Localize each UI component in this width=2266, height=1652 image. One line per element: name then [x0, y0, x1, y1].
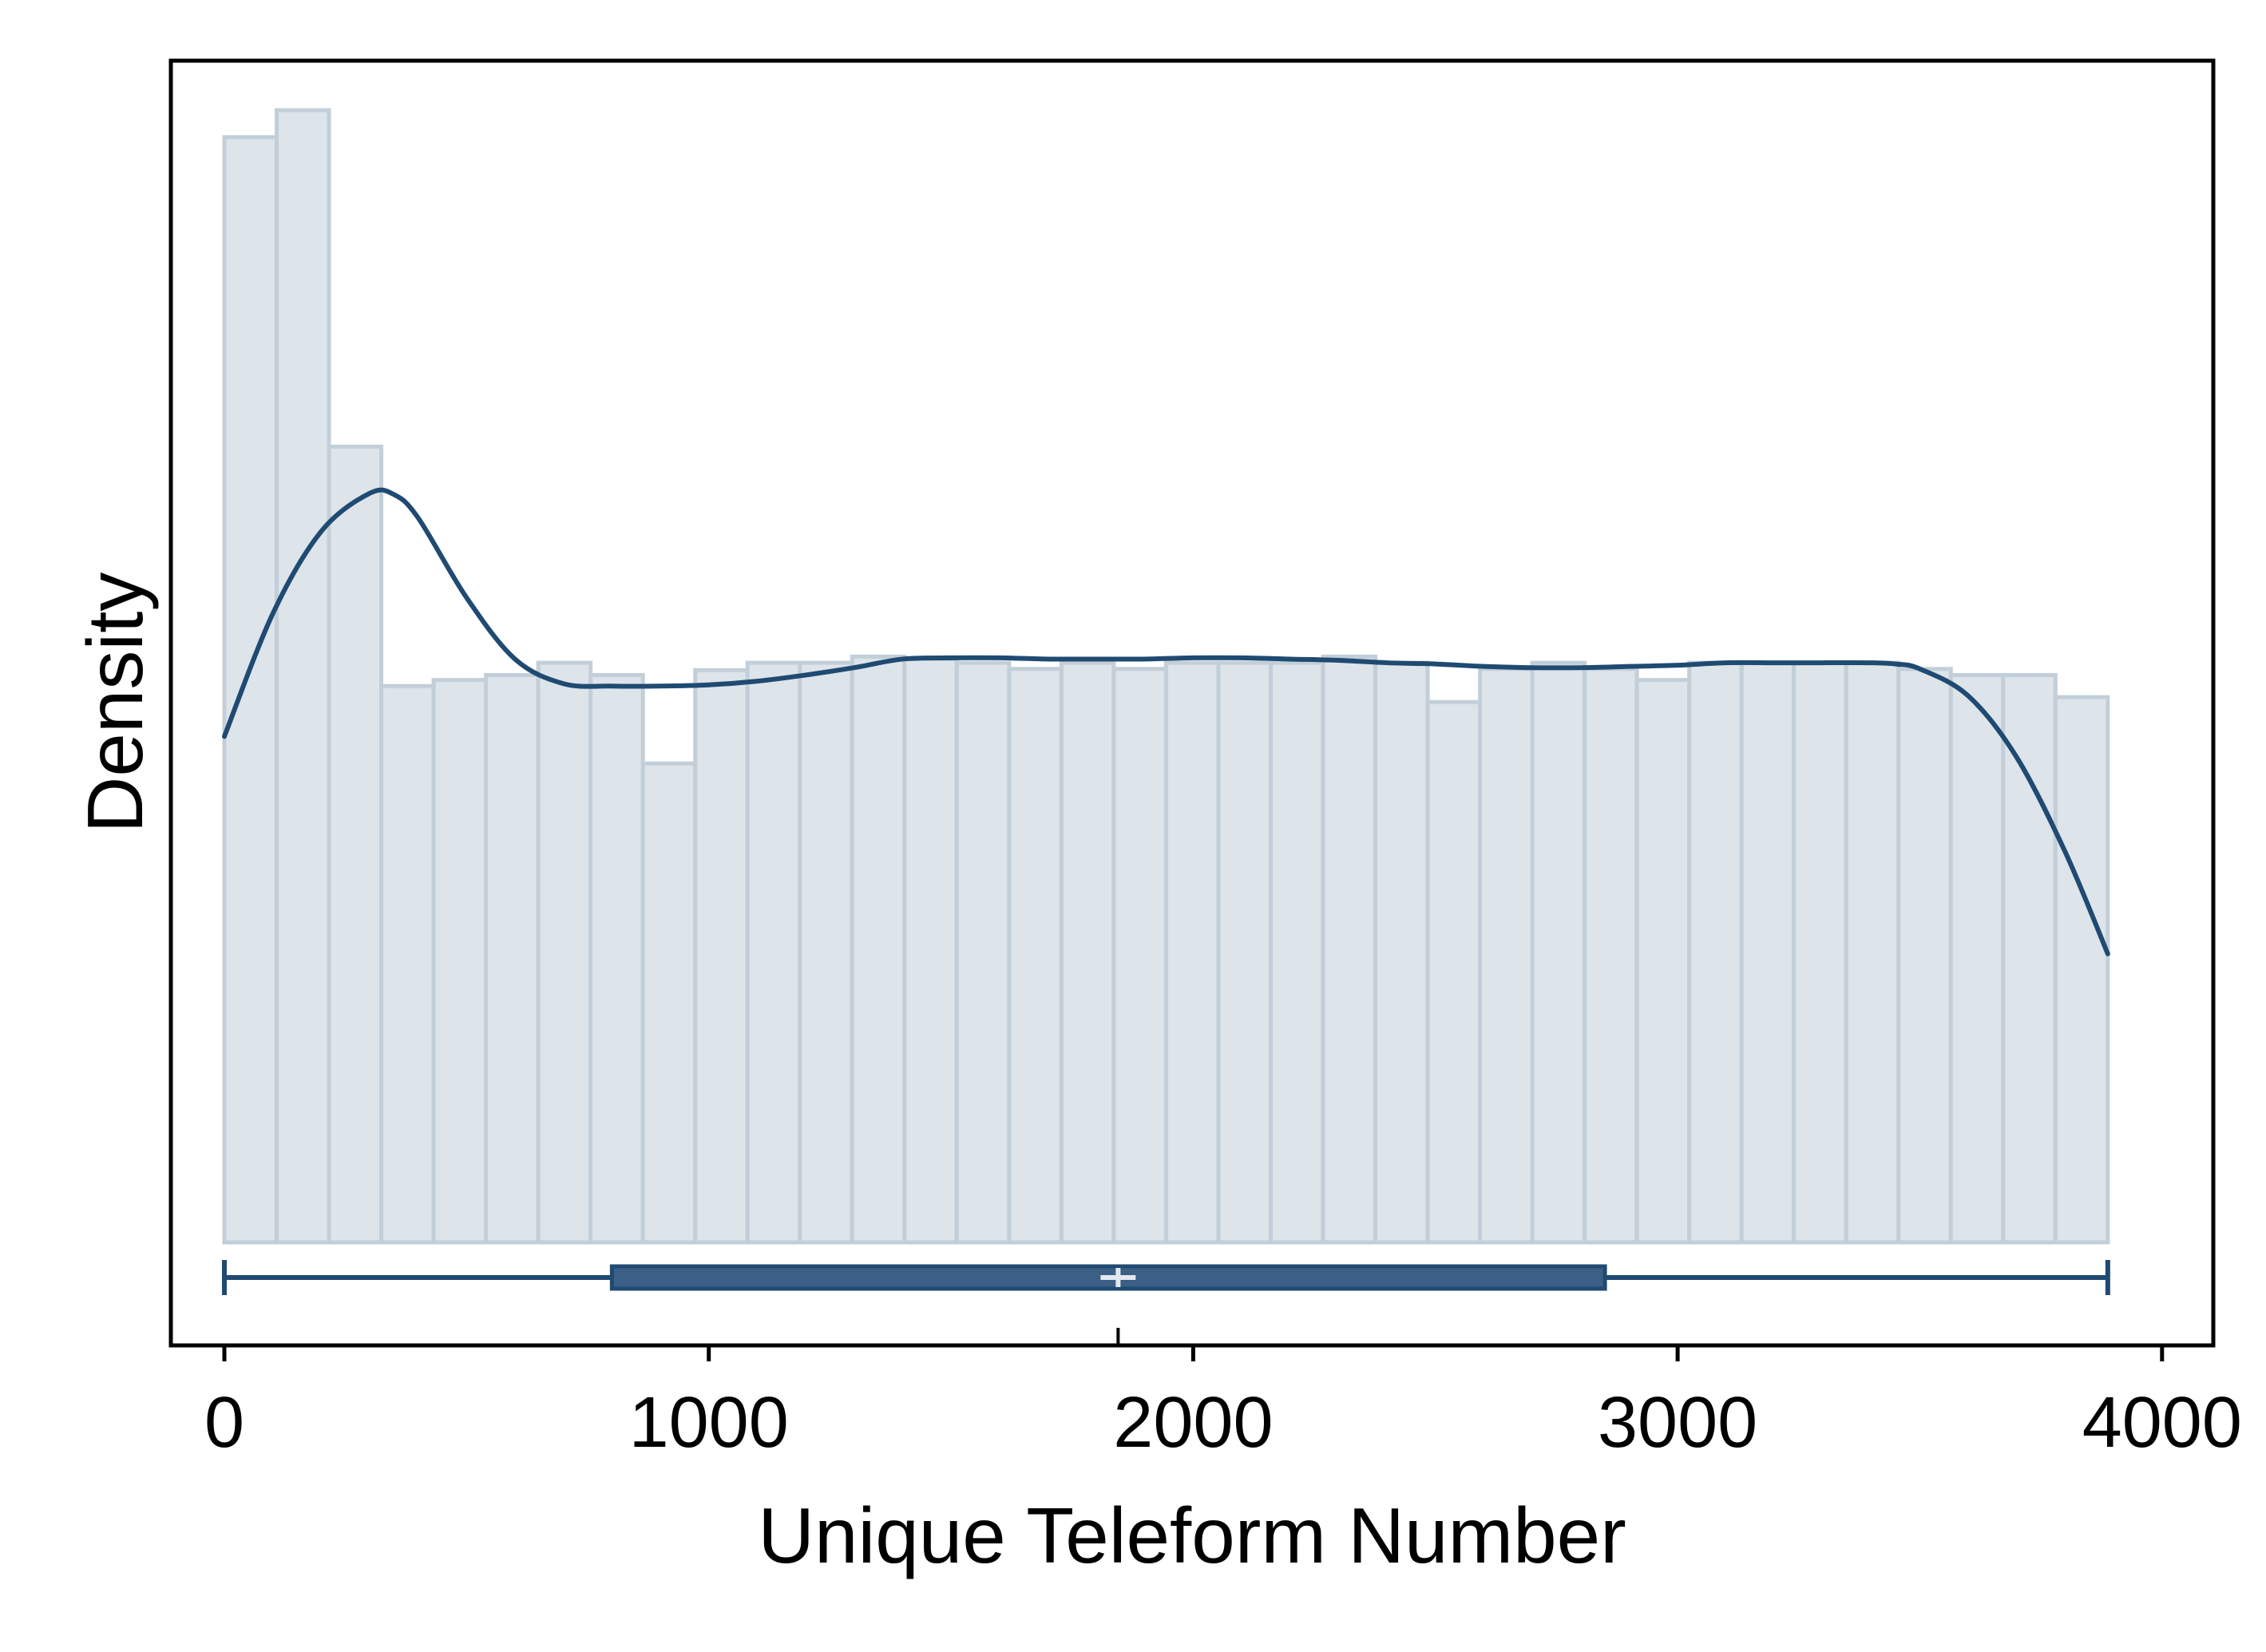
- histogram-bar: [1268, 660, 1325, 1245]
- histogram-bar: [1844, 660, 1901, 1245]
- x-tick-label: 4000: [2082, 1383, 2242, 1463]
- x-axis: 0 1000 2000 3000 4000: [204, 1345, 2242, 1463]
- x-tick-label: 3000: [1598, 1383, 1757, 1463]
- histogram-bar: [275, 108, 331, 1245]
- histogram-bar: [1896, 667, 1953, 1245]
- histogram-bar: [1059, 660, 1116, 1245]
- histogram-bar: [693, 668, 750, 1245]
- histogram-bar: [1216, 660, 1273, 1245]
- histogram-bars: [222, 108, 2110, 1245]
- y-axis-label: Density: [71, 572, 159, 834]
- histogram-bar: [1007, 667, 1064, 1245]
- histogram-bar: [745, 660, 802, 1245]
- histogram-bar: [1634, 678, 1692, 1245]
- histogram-bar: [1530, 660, 1587, 1245]
- histogram-bar: [902, 656, 959, 1245]
- histogram-bar: [588, 672, 645, 1245]
- histogram-bar: [954, 660, 1012, 1245]
- x-axis-label: Unique Teleform Number: [758, 1492, 1626, 1579]
- kde-curve-group: [222, 487, 2110, 957]
- histogram-bar: [1583, 667, 1639, 1245]
- x-tick-label: 1000: [629, 1383, 789, 1463]
- histogram-bar: [1948, 672, 2006, 1245]
- histogram-bar: [1163, 660, 1221, 1245]
- histogram-bar: [1111, 667, 1168, 1245]
- histogram-bar: [798, 660, 854, 1245]
- histogram-bar: [2001, 672, 2058, 1245]
- x-tick-label: 0: [204, 1383, 244, 1463]
- histogram-bar: [1739, 660, 1797, 1245]
- histogram-bar: [850, 654, 907, 1245]
- histogram-bar: [1321, 654, 1378, 1245]
- histogram-bar: [640, 761, 698, 1245]
- x-tick-label: 2000: [1113, 1383, 1273, 1463]
- histogram-bar: [484, 672, 541, 1245]
- histogram-bar: [431, 678, 489, 1245]
- histogram-bar: [536, 660, 593, 1245]
- histogram-bar: [1792, 660, 1848, 1245]
- histogram-bar: [222, 135, 279, 1245]
- histogram-bar: [2053, 695, 2110, 1245]
- histogram-bar: [1373, 660, 1430, 1245]
- boxplot-group: [222, 1260, 2110, 1345]
- histogram-bar: [327, 444, 384, 1245]
- histogram-bar: [1425, 699, 1483, 1245]
- kde-line: [222, 487, 2110, 957]
- histogram-bar: [379, 683, 436, 1245]
- histogram-bar: [1478, 667, 1535, 1245]
- histogram-bar: [1687, 660, 1744, 1245]
